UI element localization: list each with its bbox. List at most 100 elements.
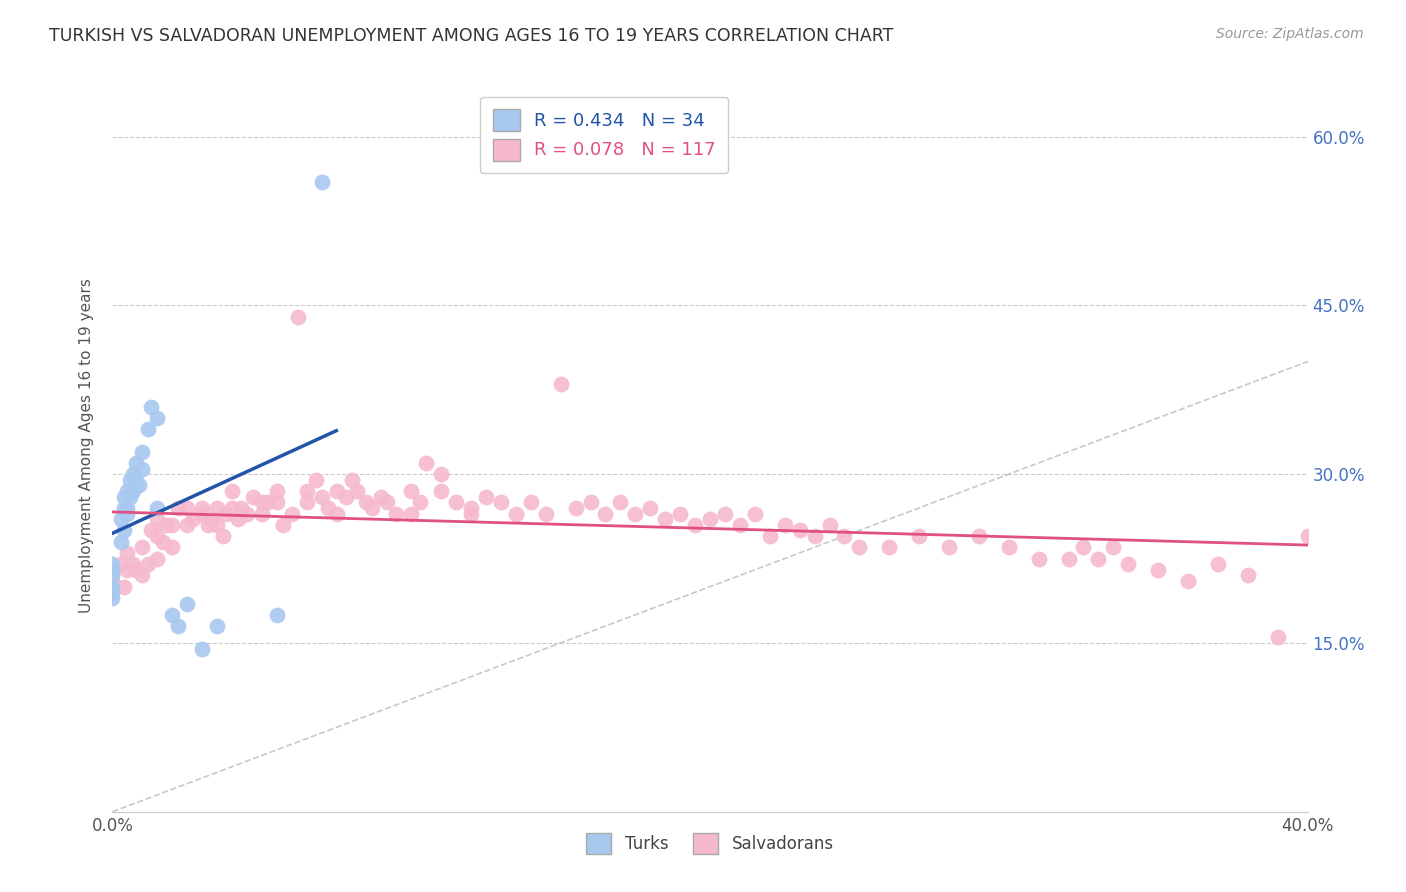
Point (221, 483, 243, 498)
Point (110, 557, 132, 571)
Legend: Turks, Salvadorans: Turks, Salvadorans (578, 825, 842, 862)
Point (120, 490, 142, 504)
Point (520, 495, 543, 509)
Point (460, 500, 482, 515)
Point (1102, 541, 1125, 555)
Point (122, 483, 145, 498)
Point (295, 483, 318, 498)
Point (125, 473, 148, 487)
Point (200, 512, 222, 526)
Point (162, 541, 183, 555)
Point (250, 495, 273, 509)
Point (128, 478, 150, 492)
Point (325, 507, 347, 521)
Point (110, 512, 132, 526)
Y-axis label: Unemployment Among Ages 16 to 19 years: Unemployment Among Ages 16 to 19 years (79, 278, 94, 614)
Point (271, 517, 294, 532)
Point (242, 490, 264, 504)
Point (564, 500, 586, 515)
Point (266, 483, 288, 498)
Point (236, 507, 259, 521)
Point (162, 607, 183, 622)
Point (325, 483, 347, 498)
Point (120, 473, 142, 487)
Point (287, 310, 309, 324)
Point (117, 483, 139, 498)
Point (1028, 551, 1050, 566)
Point (131, 568, 153, 582)
Point (101, 557, 124, 571)
Point (908, 529, 931, 543)
Point (401, 507, 423, 521)
Text: Source: ZipAtlas.com: Source: ZipAtlas.com (1216, 27, 1364, 41)
Point (938, 541, 960, 555)
Point (848, 541, 870, 555)
Point (340, 473, 363, 487)
Point (155, 517, 177, 532)
Text: TURKISH VS SALVADORAN UNEMPLOYMENT AMONG AGES 16 TO 19 YEARS CORRELATION CHART: TURKISH VS SALVADORAN UNEMPLOYMENT AMONG… (49, 27, 894, 45)
Point (579, 495, 602, 509)
Point (114, 490, 135, 504)
Point (430, 467, 453, 482)
Point (146, 551, 169, 566)
Point (505, 507, 527, 521)
Point (146, 529, 169, 543)
Point (595, 507, 617, 521)
Point (101, 580, 124, 594)
Point (117, 546, 139, 560)
Point (316, 500, 339, 515)
Point (191, 641, 214, 656)
Point (1177, 574, 1199, 588)
Point (266, 495, 288, 509)
Point (430, 483, 453, 498)
Point (624, 507, 647, 521)
Point (101, 585, 124, 599)
Point (789, 524, 811, 538)
Point (489, 495, 512, 509)
Point (176, 597, 198, 611)
Point (311, 175, 333, 189)
Point (311, 490, 333, 504)
Point (212, 529, 235, 543)
Point (609, 495, 631, 509)
Point (229, 500, 252, 515)
Point (335, 490, 357, 504)
Point (221, 500, 243, 515)
Point (654, 512, 676, 526)
Point (295, 495, 318, 509)
Point (550, 377, 572, 392)
Point (818, 517, 841, 532)
Point (114, 500, 135, 515)
Point (361, 500, 384, 515)
Point (728, 517, 751, 532)
Point (162, 517, 183, 532)
Point (141, 524, 163, 538)
Point (1147, 563, 1170, 577)
Point (141, 400, 163, 414)
Point (205, 517, 228, 532)
Point (250, 507, 273, 521)
Point (138, 422, 160, 436)
Point (266, 607, 288, 622)
Point (101, 574, 124, 588)
Point (967, 529, 990, 543)
Point (714, 507, 737, 521)
Point (1073, 541, 1095, 555)
Point (669, 507, 692, 521)
Point (1206, 557, 1229, 571)
Point (176, 500, 198, 515)
Point (1237, 568, 1260, 582)
Point (138, 557, 160, 571)
Point (101, 568, 124, 582)
Point (176, 517, 198, 532)
Point (998, 541, 1021, 555)
Point (1087, 551, 1109, 566)
Point (205, 500, 228, 515)
Point (167, 500, 190, 515)
Point (114, 524, 135, 538)
Point (444, 495, 467, 509)
Point (117, 500, 139, 515)
Point (114, 580, 135, 594)
Point (534, 507, 557, 521)
Point (409, 495, 432, 509)
